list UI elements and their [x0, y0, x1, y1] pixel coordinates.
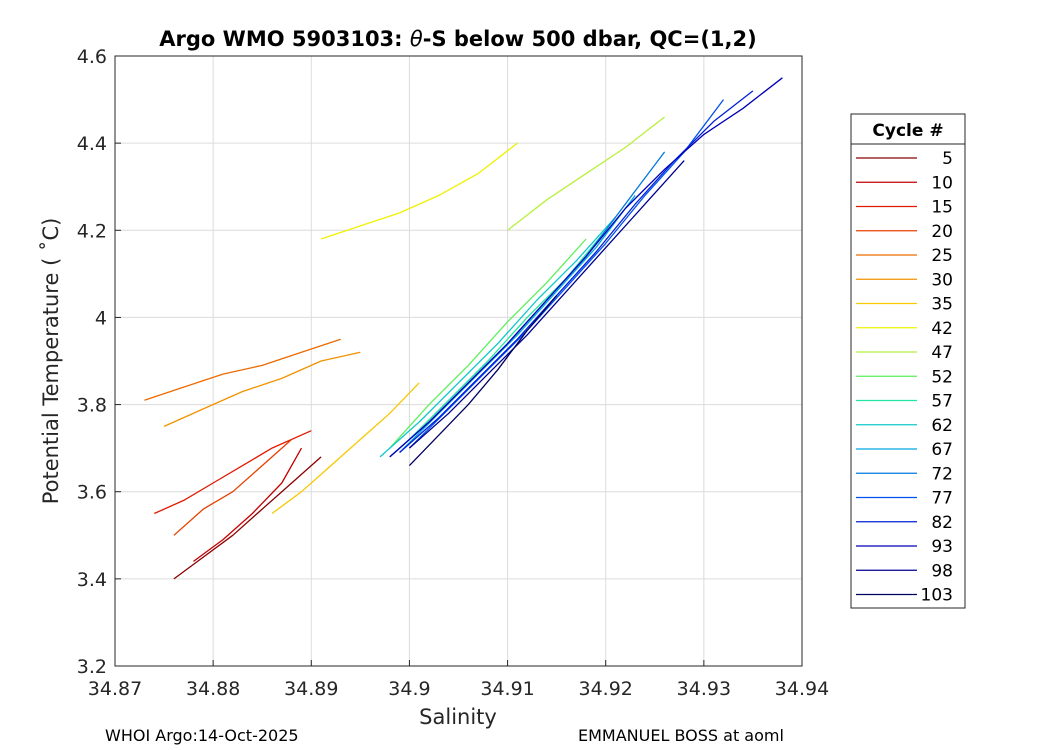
series-line-cycle-42	[320, 142, 518, 240]
grid-lines	[114, 55, 803, 667]
legend-entries: 5 10 15 20 25 30 35 42 47 52 57 62 67 72 77 82 93 98 103	[856, 149, 953, 606]
legend-label: 5	[942, 149, 953, 169]
legend-label: 25	[931, 246, 953, 266]
series-line-cycle-20	[173, 438, 293, 536]
series-line-cycle-77	[408, 99, 725, 449]
y-tick-label: 4.4	[77, 133, 107, 155]
legend-label: 57	[931, 392, 953, 412]
legend: Cycle # 5 10 15 20 25 30 35 42 47 52 57 62 67 72 77 82 9…	[850, 113, 966, 609]
series-line-cycle-5	[173, 456, 322, 580]
legend-label: 30	[931, 270, 953, 290]
y-tick-label: 3.8	[77, 395, 107, 417]
footer-right: EMMANUEL BOSS at aoml	[578, 726, 784, 745]
y-tick-label: 4.6	[77, 46, 107, 68]
y-axis-label: Potential Temperature ( ˚C)	[39, 218, 63, 505]
legend-label: 72	[931, 464, 953, 484]
legend-label: 62	[931, 416, 953, 436]
legend-label: 98	[931, 561, 953, 581]
series-line-cycle-47	[507, 116, 665, 231]
legend-label: 52	[931, 367, 953, 387]
series-line-cycle-93	[389, 77, 783, 458]
legend-label: 15	[931, 198, 953, 218]
legend-label: 42	[931, 319, 953, 339]
legend-label: 67	[931, 440, 953, 460]
legend-label: 10	[931, 173, 953, 193]
x-tick-label: 34.93	[677, 678, 731, 700]
legend-label: 77	[931, 489, 953, 509]
series-line-cycle-67	[399, 195, 636, 453]
legend-label: 47	[931, 343, 953, 363]
x-tick-label: 34.88	[186, 678, 240, 700]
y-tick-label: 3.4	[77, 569, 107, 591]
plot-area-frame	[114, 55, 803, 667]
y-tick-label: 4	[95, 307, 107, 329]
series-line-cycle-25	[144, 338, 341, 401]
legend-label: 82	[931, 513, 953, 533]
series-line-cycle-72	[389, 151, 666, 458]
y-tick-label: 3.6	[77, 482, 107, 504]
series-line-cycle-62	[379, 216, 616, 458]
chart-title: Argo WMO 5903103: θ-S below 500 dbar, QC…	[159, 27, 756, 51]
x-tick-label: 34.94	[775, 678, 829, 700]
y-tick-label: 4.2	[77, 220, 107, 242]
x-axis-label: Salinity	[419, 705, 497, 729]
series-line-cycle-15	[154, 430, 312, 515]
x-tick-label: 34.92	[579, 678, 633, 700]
legend-title: Cycle #	[872, 121, 943, 141]
legend-label: 93	[931, 537, 953, 557]
x-tick-label: 34.91	[480, 678, 534, 700]
legend-label: 103	[921, 586, 953, 606]
series-line-cycle-10	[193, 447, 303, 562]
legend-label: 20	[931, 222, 953, 242]
series-line-cycle-98	[408, 160, 685, 449]
x-tick-label: 34.9	[388, 678, 430, 700]
legend-box	[850, 113, 966, 609]
series-line-cycle-103	[408, 295, 558, 467]
series-lines	[144, 77, 783, 580]
legend-label: 35	[931, 295, 953, 315]
y-tick-label: 3.2	[77, 656, 107, 678]
footer-left: WHOI Argo:14-Oct-2025	[105, 726, 299, 745]
series-line-cycle-52	[389, 238, 587, 449]
axis-ticks: 34.87 34.88 34.89 34.9 34.91 34.92 34.93 34.94 3…	[77, 46, 829, 700]
series-line-cycle-82	[399, 90, 754, 453]
x-tick-label: 34.87	[88, 678, 142, 700]
series-line-cycle-35	[271, 382, 420, 515]
x-tick-label: 34.89	[284, 678, 338, 700]
series-line-cycle-30	[163, 351, 361, 427]
